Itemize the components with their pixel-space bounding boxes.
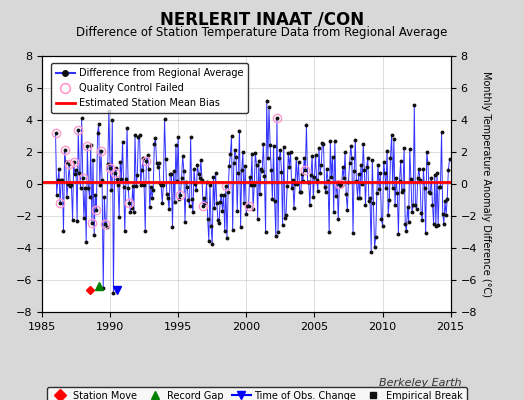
Legend: Station Move, Record Gap, Time of Obs. Change, Empirical Break: Station Move, Record Gap, Time of Obs. C… bbox=[47, 387, 466, 400]
Text: NERLERIT INAAT /CON: NERLERIT INAAT /CON bbox=[160, 10, 364, 28]
Text: Berkeley Earth: Berkeley Earth bbox=[379, 378, 461, 388]
Y-axis label: Monthly Temperature Anomaly Difference (°C): Monthly Temperature Anomaly Difference (… bbox=[481, 71, 491, 297]
Text: Difference of Station Temperature Data from Regional Average: Difference of Station Temperature Data f… bbox=[77, 26, 447, 39]
